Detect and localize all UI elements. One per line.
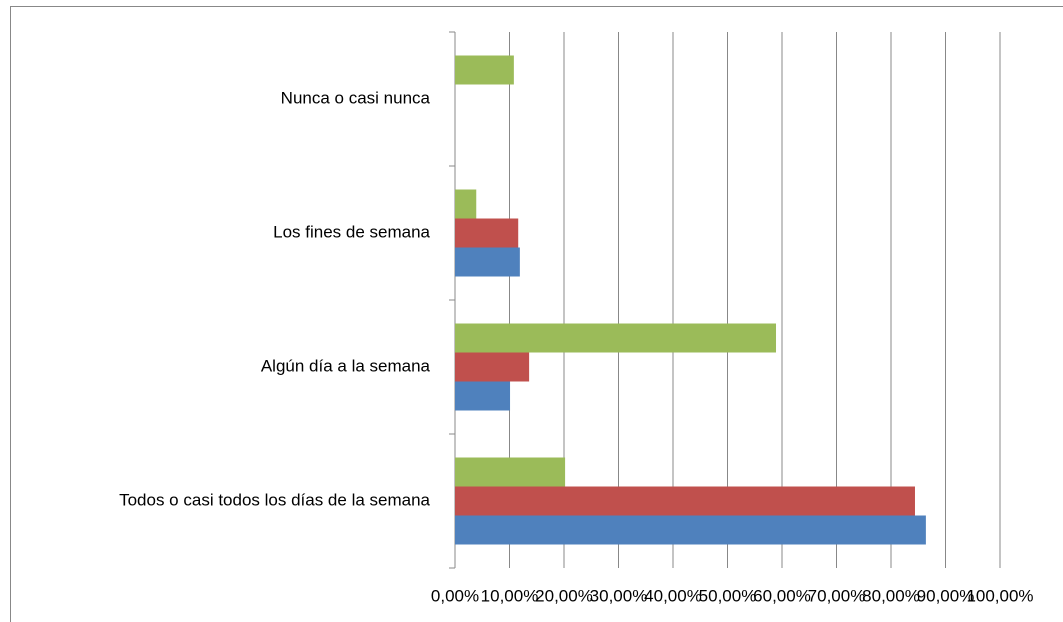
y-tick-label: Los fines de semana [273, 222, 430, 241]
bar [455, 189, 477, 219]
bar [455, 381, 511, 411]
bar [455, 486, 915, 516]
x-tick-label: 60,00% [753, 586, 811, 605]
x-tick-label: 10,00% [481, 586, 539, 605]
x-tick-label: 100,00% [966, 586, 1033, 605]
x-tick-label: 90,00% [917, 586, 975, 605]
x-tick-label: 40,00% [644, 586, 702, 605]
bar [455, 218, 519, 248]
chart-frame [10, 6, 1063, 622]
y-tick-label: Nunca o casi nunca [281, 88, 431, 107]
x-tick-label: 20,00% [535, 586, 593, 605]
y-tick-label: Todos o casi todos los días de la semana [119, 490, 430, 509]
x-tick-label: 0,00% [431, 586, 479, 605]
bar [455, 515, 926, 545]
x-tick-label: 30,00% [590, 586, 648, 605]
bar [455, 55, 514, 85]
y-tick-label: Algún día a la semana [261, 356, 431, 375]
bar [455, 247, 520, 277]
bar [455, 352, 530, 382]
x-tick-label: 80,00% [862, 586, 920, 605]
bar [455, 323, 777, 353]
x-tick-label: 70,00% [808, 586, 866, 605]
bar [455, 457, 566, 487]
x-tick-label: 50,00% [699, 586, 757, 605]
